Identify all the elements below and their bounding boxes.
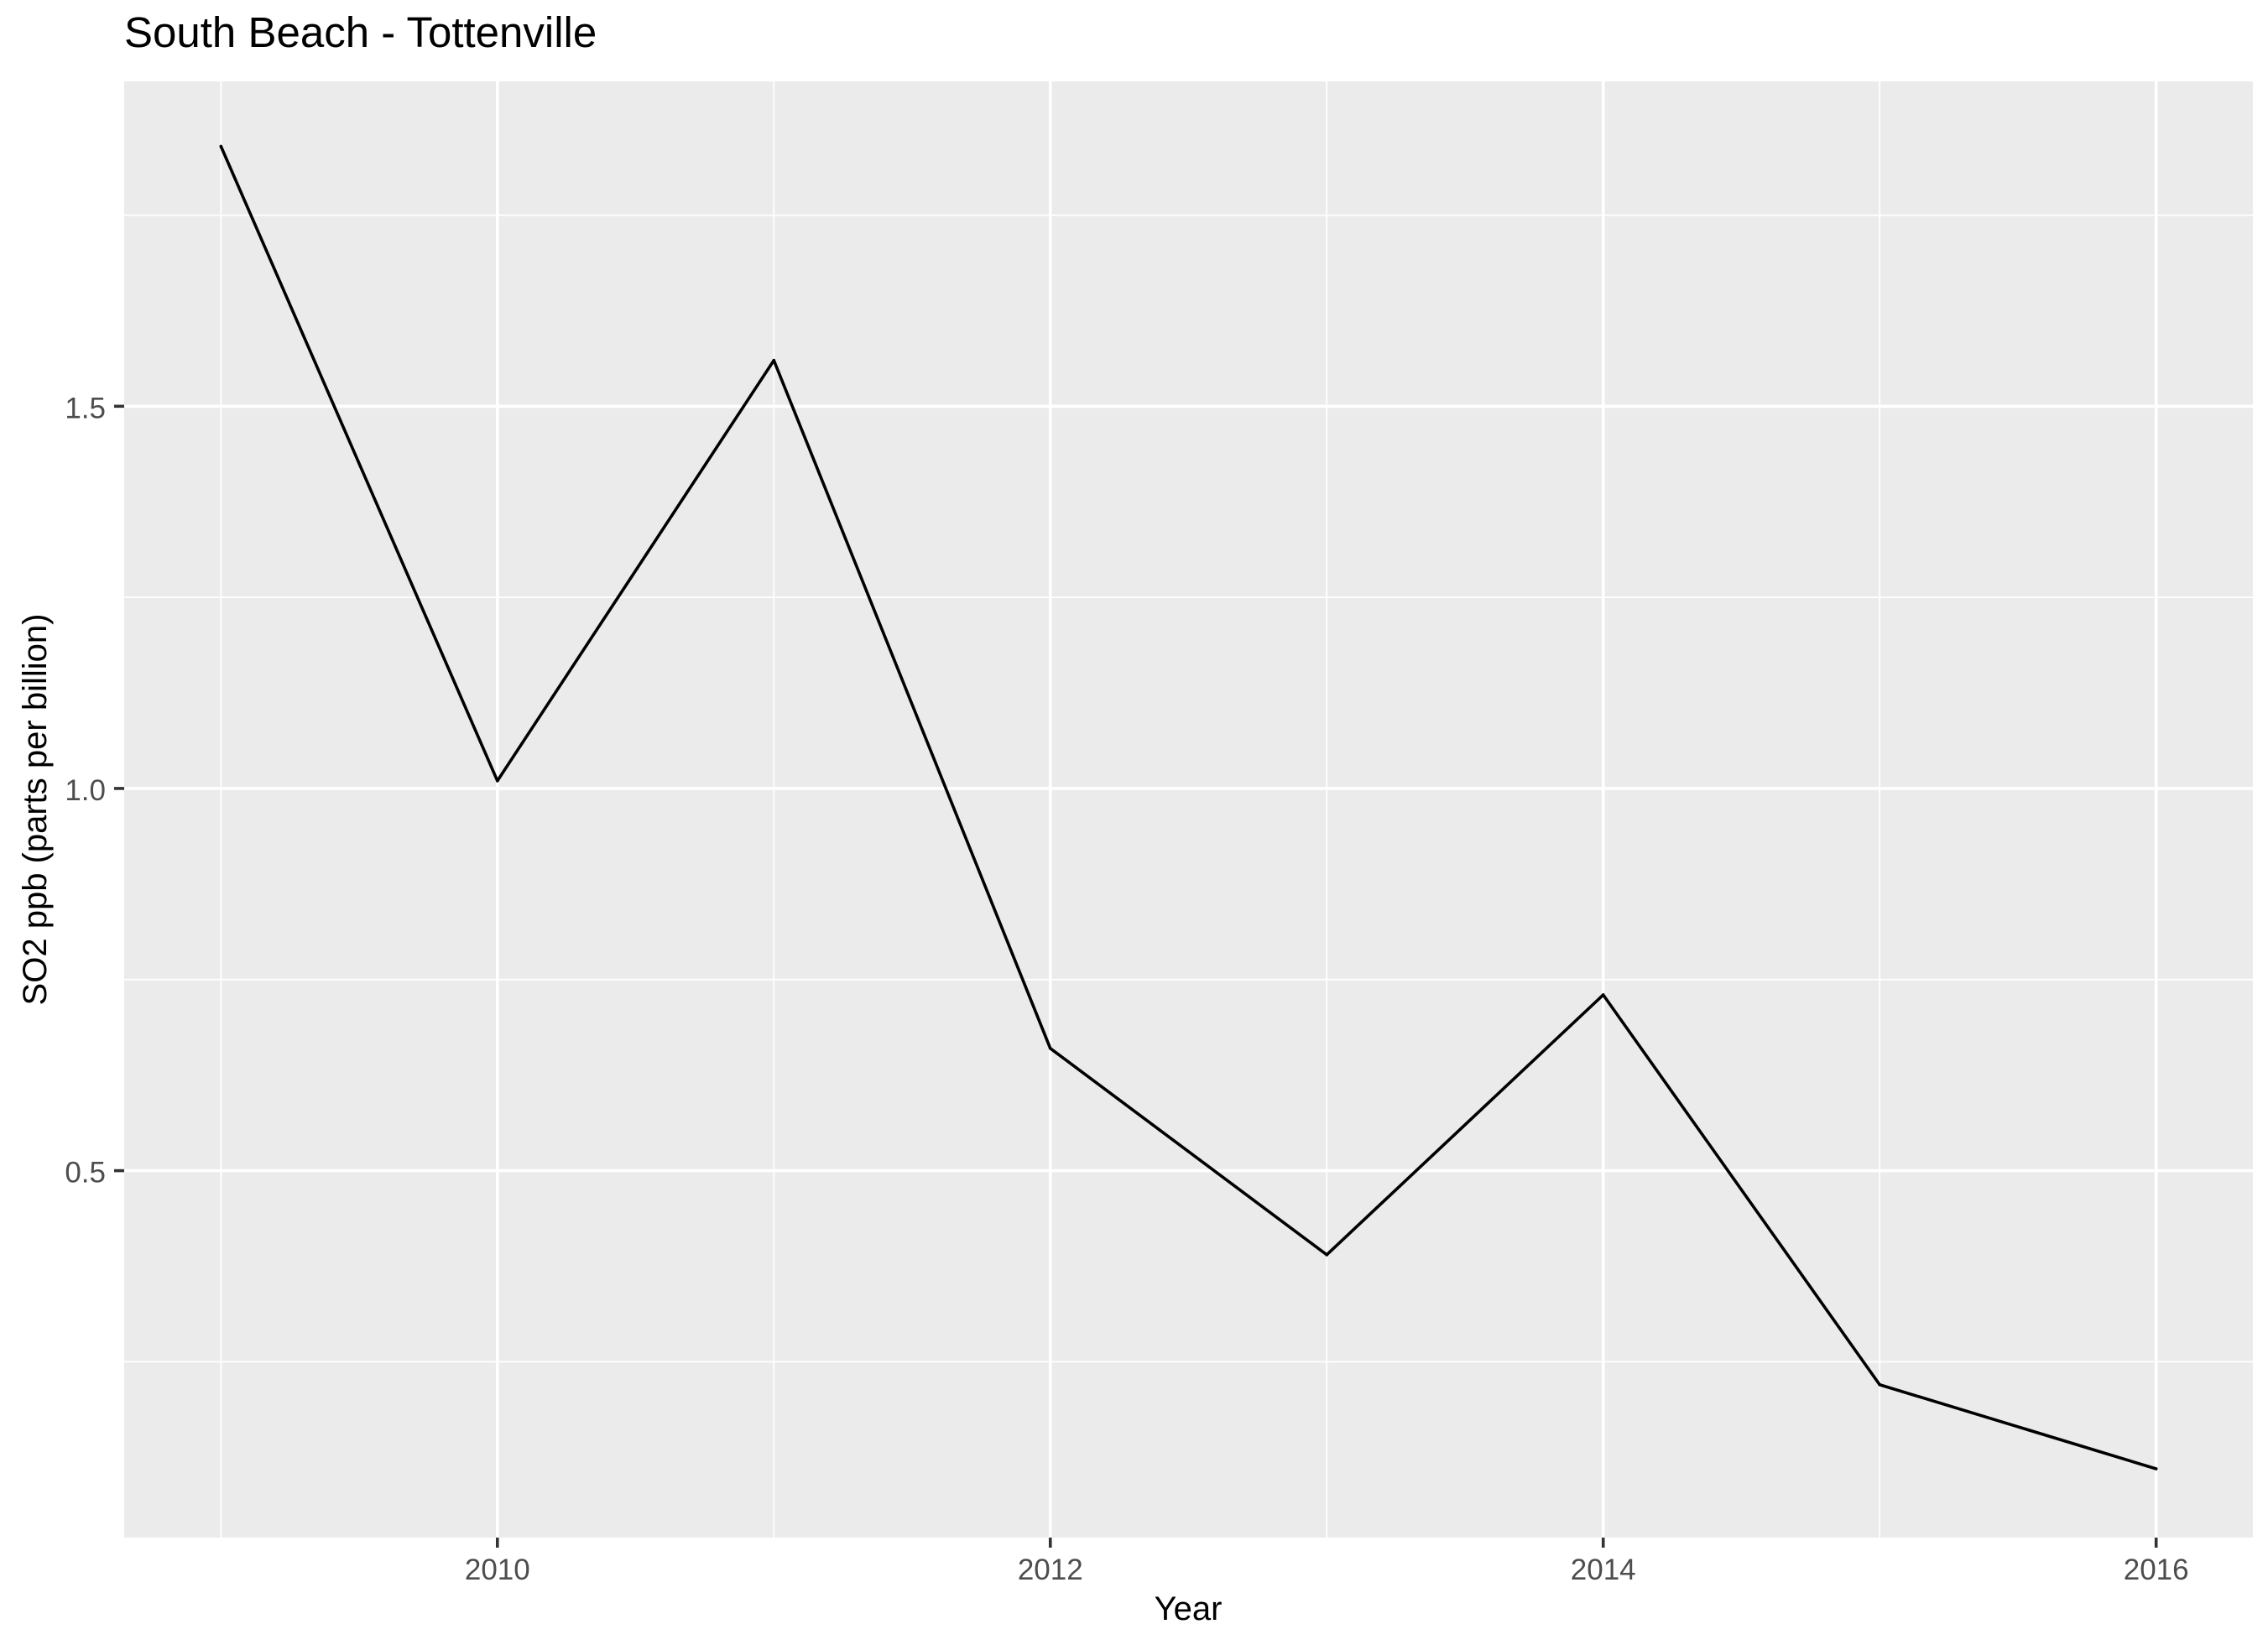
series-line xyxy=(219,145,2157,1470)
x-tick-label: 2014 xyxy=(1571,1554,1636,1586)
plot-panel xyxy=(124,81,2253,1538)
x-axis-label: Year xyxy=(1155,1590,1223,1627)
data-point xyxy=(1878,1382,1882,1387)
y-tick-label: 1.0 xyxy=(65,774,106,807)
data-point xyxy=(1325,1253,1329,1257)
x-tick-label: 2010 xyxy=(465,1554,530,1586)
x-tick-label: 2012 xyxy=(1018,1554,1083,1586)
y-axis: 0.5 1.0 1.5 xyxy=(65,392,124,1189)
y-tick-label: 1.5 xyxy=(65,392,106,424)
x-axis: 2010 2012 2014 2016 xyxy=(465,1538,2189,1586)
data-point xyxy=(1601,993,1605,997)
series-layer xyxy=(219,144,2158,1470)
minor-gridlines xyxy=(124,81,2253,1538)
y-axis-label: SO2 ppb (parts per billion) xyxy=(17,614,54,1006)
data-point xyxy=(1048,1046,1052,1050)
major-gridlines xyxy=(124,81,2253,1538)
data-point xyxy=(2154,1467,2158,1470)
y-tick-label: 0.5 xyxy=(65,1157,106,1189)
chart-title: South Beach - Tottenville xyxy=(124,8,597,56)
data-point xyxy=(219,144,223,148)
data-point xyxy=(772,358,776,362)
x-tick-label: 2016 xyxy=(2124,1554,2189,1586)
data-point xyxy=(495,779,499,783)
